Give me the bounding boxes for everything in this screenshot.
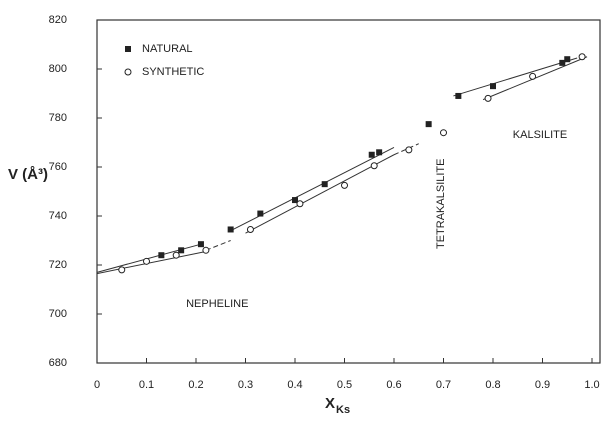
legend-label: NATURAL [142,43,193,55]
data-point [172,251,180,259]
x-tick-label: 0.5 [337,379,352,391]
fit-line [96,243,202,273]
data-point [490,83,496,90]
y-axis-label: V (Å³) [8,166,48,183]
data-point [292,197,298,204]
fit-line [205,240,231,251]
data-point [564,56,571,63]
x-axis-label-subscript: Ks [336,404,350,416]
data-point [529,72,537,80]
fit-line [230,146,395,232]
data-point [376,149,383,156]
x-tick-label: 0 [94,379,100,391]
x-tick-label: 0.1 [139,379,154,391]
y-tick-label: 700 [49,308,67,320]
legend-label: SYNTHETIC [142,66,204,78]
x-tick-label: 0.7 [436,379,451,391]
data-point [370,162,378,170]
data-point [257,210,264,217]
x-tick-label: 0.4 [287,379,302,391]
y-tick-label: 760 [49,161,67,173]
data-point [559,59,566,66]
y-tick-label: 800 [49,63,67,75]
data-point [321,181,328,188]
legend-marker [125,46,131,52]
x-tick-label: 1.0 [584,379,599,391]
data-point [341,181,348,189]
data-point [227,226,234,233]
fit-line [96,251,206,275]
y-tick-label: 740 [49,210,67,222]
fit-line [453,57,578,97]
data-point [484,94,492,102]
plot-frame [96,19,601,364]
x-tick-label: 0.3 [238,379,253,391]
data-point [425,121,432,128]
x-tick-label: 0.8 [485,379,500,391]
data-point [578,53,586,61]
data-point [143,257,150,265]
x-axis-label: X [325,395,335,412]
annotation: NEPHELINE [186,298,248,310]
x-tick-label: 0.9 [535,379,550,391]
y-tick-label: 720 [49,259,67,271]
y-tick-label: 680 [49,357,67,369]
data-point [158,252,165,259]
fit-line [245,154,395,234]
data-point [296,200,304,208]
data-point [178,247,185,254]
x-tick-label: 0.6 [386,379,401,391]
data-point [368,151,375,158]
data-point [405,146,413,154]
annotation: KALSILITE [513,129,567,141]
x-tick-label: 0.2 [188,379,203,391]
data-point [455,92,462,99]
annotation: TETRAKALSILITE [435,159,447,249]
data-point [246,225,254,233]
fit-line [393,143,419,156]
data-point [197,241,204,248]
data-point [440,129,447,137]
data-point [202,246,210,254]
y-tick-label: 780 [49,112,67,124]
y-tick-label: 820 [49,14,67,26]
data-point [118,266,126,274]
legend-marker [124,68,132,76]
